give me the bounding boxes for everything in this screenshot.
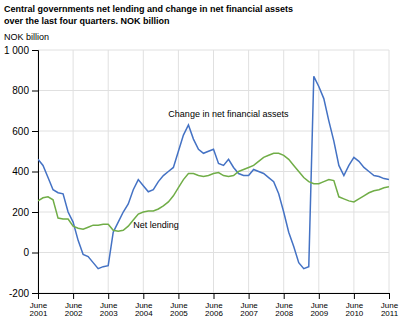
tick: 400 <box>12 166 38 177</box>
tick-label: June2007 <box>240 301 258 319</box>
grid <box>38 50 389 293</box>
tick-mark <box>354 293 355 299</box>
tick-label: June2001 <box>30 301 48 319</box>
grid-line <box>73 50 74 293</box>
tick: June2005 <box>170 293 188 318</box>
series-label: Net lending <box>133 220 179 230</box>
line <box>38 153 389 231</box>
tick-mark <box>178 293 179 299</box>
axis-line <box>32 51 39 294</box>
tick: 800 <box>12 85 38 96</box>
tick: June2001 <box>30 293 48 318</box>
lines <box>38 76 389 268</box>
tick: 1 000 <box>4 45 38 56</box>
tick-label: 1 000 <box>4 45 29 56</box>
tick: June2002 <box>65 293 83 318</box>
x-axis: June2001 June2002 June2003 June2004 June2005… <box>30 293 399 318</box>
tick: June2009 <box>310 293 328 318</box>
y-axis: -200 0 200 400 600 800 1 000 <box>4 45 39 299</box>
tick-mark <box>319 293 320 299</box>
tick-label: 800 <box>12 85 29 96</box>
grid-line <box>108 50 109 293</box>
plot: -20002004006008001 000June2001June2002Ju… <box>4 45 399 319</box>
tick-label: June2002 <box>65 301 83 319</box>
grid-line <box>178 50 179 293</box>
tick-mark <box>143 293 144 299</box>
tick-label: June2009 <box>310 301 328 319</box>
series-label: Change in net financial assets <box>168 109 289 119</box>
tick: June2010 <box>346 293 364 318</box>
tick-mark <box>38 293 39 299</box>
tick: June2004 <box>135 293 153 318</box>
grid-line <box>213 50 214 293</box>
tick-mark <box>73 293 74 299</box>
tick-mark <box>32 172 38 173</box>
tick-mark <box>108 293 109 299</box>
tick-mark <box>214 293 215 299</box>
tick: 200 <box>12 207 38 218</box>
line <box>38 76 389 268</box>
tick: June2007 <box>240 293 258 318</box>
tick-mark <box>389 293 390 299</box>
tick-label: 0 <box>23 247 29 258</box>
axis-line <box>39 294 390 300</box>
tick: -200 <box>9 288 38 299</box>
grid-line <box>248 50 249 293</box>
tick-label: June2011 <box>381 301 399 319</box>
tick-mark <box>32 131 38 132</box>
tick-label: June2008 <box>275 301 293 319</box>
tick-label: 200 <box>12 207 29 218</box>
tick: 0 <box>23 247 38 258</box>
tick-mark <box>249 293 250 299</box>
title: Central governments net lending and chan… <box>4 4 293 14</box>
tick-mark <box>32 212 38 213</box>
series-labels: Change in net financial assets Net lendin… <box>133 109 289 230</box>
tick-mark <box>32 293 38 294</box>
grid-line <box>353 50 354 293</box>
tick-mark <box>32 91 38 92</box>
grid-line <box>283 50 284 293</box>
chart: Central governments net lending and chan… <box>0 0 401 323</box>
tick-mark <box>32 50 38 51</box>
tick-mark <box>32 253 38 254</box>
tick-label: June2006 <box>205 301 223 319</box>
subtitle: over the last four quarters. NOK billion <box>4 16 170 26</box>
tick-mark <box>284 293 285 299</box>
tick: June2011 <box>381 293 399 318</box>
tick-label: -200 <box>9 288 29 299</box>
tick-label: June2004 <box>135 301 153 319</box>
tick-label: June2003 <box>100 301 118 319</box>
tick-label: 600 <box>12 126 29 137</box>
tick: June2006 <box>205 293 223 318</box>
tick: June2003 <box>100 293 118 318</box>
tick-label: 400 <box>12 166 29 177</box>
y-axis-label: NOK billion <box>4 32 49 42</box>
tick-label: June2005 <box>170 301 188 319</box>
tick: 600 <box>12 126 38 137</box>
tick-label: June2010 <box>346 301 364 319</box>
grid-line <box>143 50 144 293</box>
tick: June2008 <box>275 293 293 318</box>
grid-line <box>389 50 390 293</box>
